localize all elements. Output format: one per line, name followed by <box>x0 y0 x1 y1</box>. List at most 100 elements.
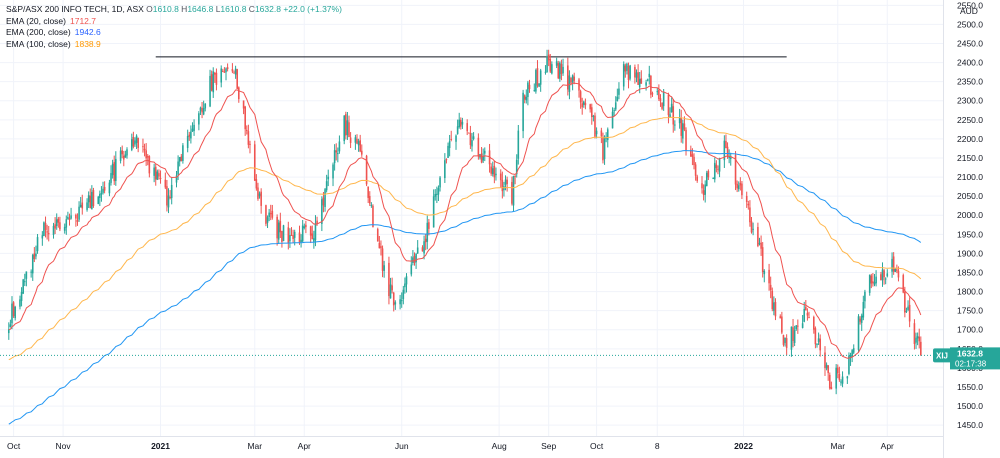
candle-body <box>337 153 339 155</box>
candle-body <box>134 140 136 145</box>
candle-body <box>365 155 368 185</box>
candle-body <box>891 258 893 272</box>
candle-body <box>774 301 777 317</box>
time-tick-label: Apr <box>298 441 311 451</box>
candle-body <box>260 191 262 206</box>
ticker-badge <box>933 348 953 363</box>
candle-body <box>758 242 761 245</box>
candle-body <box>279 220 282 233</box>
candle-body <box>816 343 818 345</box>
candle-body <box>290 234 293 236</box>
indicator-label: EMA (100, close) <box>6 38 71 49</box>
candle-body <box>830 387 833 390</box>
indicator-value: 1942.6 <box>74 27 101 37</box>
candle-body <box>210 74 213 91</box>
candle-body <box>471 140 473 147</box>
time-tick-label: Nov <box>56 441 72 451</box>
candle-body <box>153 167 155 176</box>
candle-body <box>908 304 911 322</box>
candle-body <box>226 67 229 70</box>
price-tick-label: 1550.0 <box>957 382 983 392</box>
candle-body <box>613 110 615 112</box>
candle-body <box>158 173 160 177</box>
indicator-row-ema200[interactable]: EMA (200, close) 1942.6 <box>6 27 342 39</box>
candle-body <box>282 225 285 241</box>
candle-body <box>892 256 895 272</box>
candle-body <box>773 302 775 311</box>
candle-body <box>555 61 558 66</box>
indicator-row-ema100[interactable]: EMA (100, close) 1838.9 <box>6 39 342 51</box>
candle-body <box>768 269 770 284</box>
candle-body <box>135 135 138 143</box>
candle-body <box>846 376 849 379</box>
candle-body <box>678 117 681 124</box>
candle-body <box>199 107 202 111</box>
candle-body <box>517 130 520 159</box>
candle-body <box>525 96 528 101</box>
candle-body <box>728 156 730 159</box>
currency-label: AUD <box>960 6 978 16</box>
candle-body <box>19 299 21 307</box>
candle-body <box>186 136 189 148</box>
candle-body <box>244 106 246 130</box>
candle-body <box>880 274 882 281</box>
candle-body <box>814 328 817 345</box>
candle-body <box>14 306 16 319</box>
candle-body <box>690 149 692 157</box>
candle-body <box>188 134 191 137</box>
candle-body <box>78 206 80 220</box>
candle-body <box>394 302 397 305</box>
candle-body <box>404 283 406 288</box>
candle-body <box>99 193 101 198</box>
time-axis[interactable]: Oct Nov 2021 Mar Apr Jun Aug Sep Oct 8 2022 Mar Apr <box>7 441 894 451</box>
price-tick-label: 1750.0 <box>957 306 983 316</box>
candle-body <box>313 238 315 242</box>
candle-body <box>132 136 135 147</box>
candle-body <box>166 186 168 206</box>
candle-body <box>583 101 585 105</box>
candle-body <box>568 75 571 92</box>
candle-body <box>745 195 748 202</box>
candle-body <box>701 183 703 189</box>
symbol-title[interactable]: S&P/ASX 200 INFO TECH, 1D, ASX <box>6 4 144 14</box>
candle-body <box>380 246 382 249</box>
candle-body <box>696 176 699 181</box>
candle-body <box>757 227 759 247</box>
candle-body <box>148 156 151 174</box>
candle-body <box>897 270 900 278</box>
candle-body <box>726 146 729 157</box>
candle-body <box>725 141 727 149</box>
indicator-row-ema20[interactable]: EMA (20, close) 1712.7 <box>6 16 342 28</box>
candle-body <box>119 150 122 161</box>
candle-body <box>456 126 459 134</box>
candle-body <box>190 131 192 139</box>
price-tick-label: 2500.0 <box>957 19 983 29</box>
candle-body <box>824 352 826 369</box>
last-price-value: 1632.8 <box>957 348 983 358</box>
candle-body <box>122 155 125 160</box>
candle-body <box>222 70 224 72</box>
candle-body <box>859 318 861 322</box>
candle-body <box>918 336 921 342</box>
candle-body <box>501 179 504 192</box>
candle-body <box>514 175 516 177</box>
candle-body <box>412 257 414 263</box>
candle-body <box>616 96 619 102</box>
candle-body <box>614 102 617 110</box>
candle-body <box>527 82 529 98</box>
candle-body <box>293 231 296 238</box>
candle-body <box>902 275 905 293</box>
candle-body <box>354 137 357 143</box>
candle-body <box>535 70 537 92</box>
candle-body <box>862 302 865 318</box>
candle-body <box>760 242 762 249</box>
candle-body <box>734 154 737 185</box>
candle-body <box>322 197 325 206</box>
candle-body <box>421 247 424 252</box>
candle-body <box>747 203 750 206</box>
candle-body <box>670 103 673 113</box>
candle-body <box>702 190 705 196</box>
candle-body <box>370 204 373 206</box>
time-tick-label: Aug <box>492 441 507 451</box>
